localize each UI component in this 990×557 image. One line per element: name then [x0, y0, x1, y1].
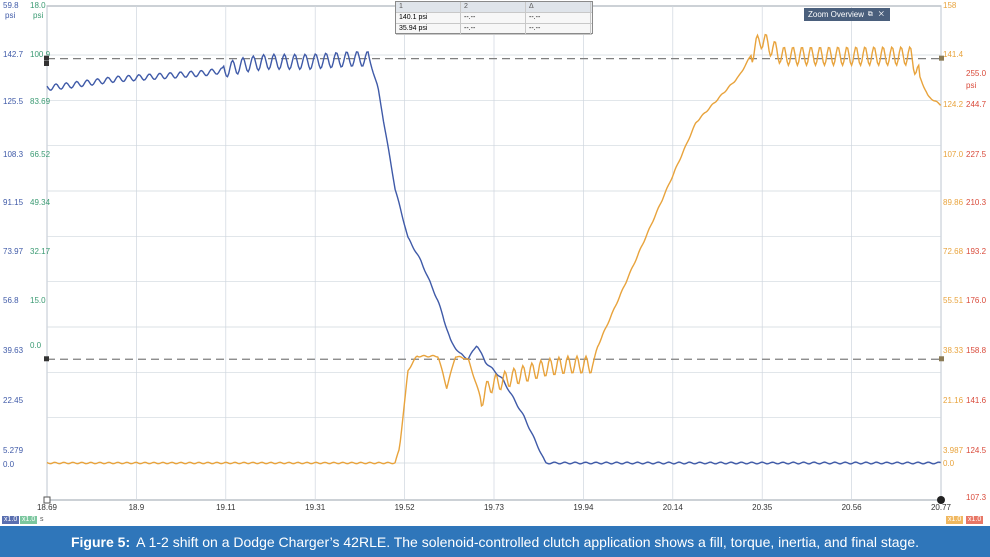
chart-svg: 18.69 18.9 19.11 19.31 19.52 19.73 19.94 20.14 2…	[3, 1, 987, 512]
x-tick-label: 19.94	[573, 503, 594, 512]
zoom-overview-title: Zoom Overview	[808, 10, 865, 19]
time-marker-end	[937, 496, 945, 504]
series-line-orange	[46, 33, 942, 465]
right-red-axis-tick-label: 158.8	[966, 346, 987, 355]
header-cursor-2: 2	[461, 2, 526, 12]
x-tick-label: 19.52	[395, 503, 416, 512]
right-scale-tag-a[interactable]: x1.0	[946, 516, 964, 524]
right-red-axis-tick-label: 124.5	[966, 446, 987, 455]
right-axis-tick-label: 38.33	[943, 346, 964, 355]
left-axis-tick-label: 125.5	[3, 97, 24, 106]
time-unit-label: s	[40, 516, 44, 523]
right-axis-tick-label: 21.16	[943, 396, 964, 405]
row2-cursor-2: --.--	[461, 24, 526, 34]
right-scale-tag-b[interactable]: x1.0	[966, 516, 984, 524]
right-axis-tick-label: 55.51	[943, 296, 964, 305]
left-axis-tick-label: 22.45	[3, 396, 24, 405]
x-tick-label: 18.9	[129, 503, 145, 512]
left-green-axis-tick-label: 100.9	[30, 50, 51, 59]
left-axis-top-label: 59.8	[3, 1, 19, 10]
left-green-axis-tick-label: 32.17	[30, 247, 51, 256]
left-green-axis-tick-label: 0.0	[30, 341, 42, 350]
row1-delta: --.--	[526, 13, 591, 23]
chart-area: 18.69 18.9 19.11 19.31 19.52 19.73 19.94 20.14 2…	[2, 1, 987, 524]
right-axis-tick-label: 89.86	[943, 198, 964, 207]
row1-cursor-1: 140.1 psi	[396, 13, 461, 23]
left-axis-tick-label: 73.97	[3, 247, 24, 256]
left-green-axis-tick-label: 83.69	[30, 97, 51, 106]
cursor-readout-table[interactable]: 1 2 Δ 140.1 psi --.-- --.-- 35.94 psi --…	[395, 1, 593, 35]
right-red-axis-tick-label: 107.3	[966, 493, 987, 502]
right-red-axis-tick-label: 141.6	[966, 396, 987, 405]
left-scale-tag-b[interactable]: x1.0	[20, 516, 38, 524]
x-tick-label: 19.11	[216, 503, 236, 512]
row2-cursor-1: 35.94 psi	[396, 24, 461, 34]
row1-cursor-2: --.--	[461, 13, 526, 23]
left-axis-tick-label: 5.279	[3, 446, 24, 455]
x-tick-label: 20.77	[931, 503, 952, 512]
right-red-axis-tick-label: 244.7	[966, 100, 987, 109]
left-axis-tick-label: 56.8	[3, 296, 19, 305]
figure-caption: Figure 5: A 1-2 shift on a Dodge Charger…	[0, 526, 990, 557]
left-axis-tick-label: 0.0	[3, 460, 15, 469]
left-axis-marker	[44, 61, 49, 66]
cursor-handle-right	[939, 55, 944, 61]
header-cursor-1: 1	[396, 2, 461, 12]
right-red-axis-tick-label: 176.0	[966, 296, 987, 305]
left-axis-unit: psi	[5, 11, 15, 20]
x-tick-label: 20.35	[752, 503, 773, 512]
left-scale-tag-a[interactable]: x1.0	[2, 516, 20, 524]
left-green-axis-unit: psi	[33, 11, 43, 20]
left-green-axis-tick-label: 66.52	[30, 150, 51, 159]
left-green-axis-top-label: 18.0	[30, 1, 46, 10]
right-axis-tick-label: 72.68	[943, 247, 964, 256]
right-axis-tick-label: 3.987	[943, 446, 964, 455]
right-axis-unit: psi	[966, 81, 976, 90]
left-axis-tick-label: 142.7	[3, 50, 24, 59]
header-delta: Δ	[526, 2, 591, 12]
cursor-handle-left	[44, 356, 49, 362]
left-axis-tick-label: 108.3	[3, 150, 24, 159]
cursor-table-row: 35.94 psi --.-- --.--	[396, 24, 592, 35]
figure-label: Figure 5:	[70, 533, 131, 550]
x-tick-label: 20.56	[842, 503, 863, 512]
right-axis-tick-label: 124.2	[943, 100, 964, 109]
right-red-axis-tick-label: 210.3	[966, 198, 987, 207]
left-axis-tick-label: 39.63	[3, 346, 24, 355]
right-axis-tick-label: 141.4	[943, 50, 964, 59]
right-red-axis-tick-label: 255.0	[966, 69, 987, 78]
zoom-overview-controls[interactable]: ⧉ ✕	[867, 10, 886, 18]
left-axis-tick-label: 91.15	[3, 198, 24, 207]
right-axis-tick-label: 0.0	[943, 459, 955, 468]
zoom-overview-panel[interactable]: Zoom Overview ⧉ ✕	[804, 8, 890, 21]
caption-text: A 1-2 shift on a Dodge Charger’s 42RLE. …	[136, 533, 920, 550]
cursor-table-header: 1 2 Δ	[396, 2, 592, 13]
x-tick-label: 18.69	[37, 503, 58, 512]
x-tick-label: 19.31	[305, 503, 326, 512]
x-tick-label: 19.73	[484, 503, 505, 512]
left-green-axis-tick-label: 49.34	[30, 198, 51, 207]
right-axis-top-label: 158	[943, 1, 957, 10]
left-green-axis-tick-label: 15.0	[30, 296, 46, 305]
series-line-blue	[46, 51, 941, 465]
row2-delta: --.--	[526, 24, 591, 34]
right-red-axis-tick-label: 227.5	[966, 150, 987, 159]
right-axis-tick-label: 107.0	[943, 150, 964, 159]
cursor-table-row: 140.1 psi --.-- --.--	[396, 13, 592, 24]
cursor-handle-right	[939, 356, 944, 362]
time-marker-start	[43, 496, 51, 504]
x-tick-label: 20.14	[663, 503, 684, 512]
cursor-handle-left	[44, 55, 49, 61]
right-red-axis-tick-label: 193.2	[966, 247, 987, 256]
